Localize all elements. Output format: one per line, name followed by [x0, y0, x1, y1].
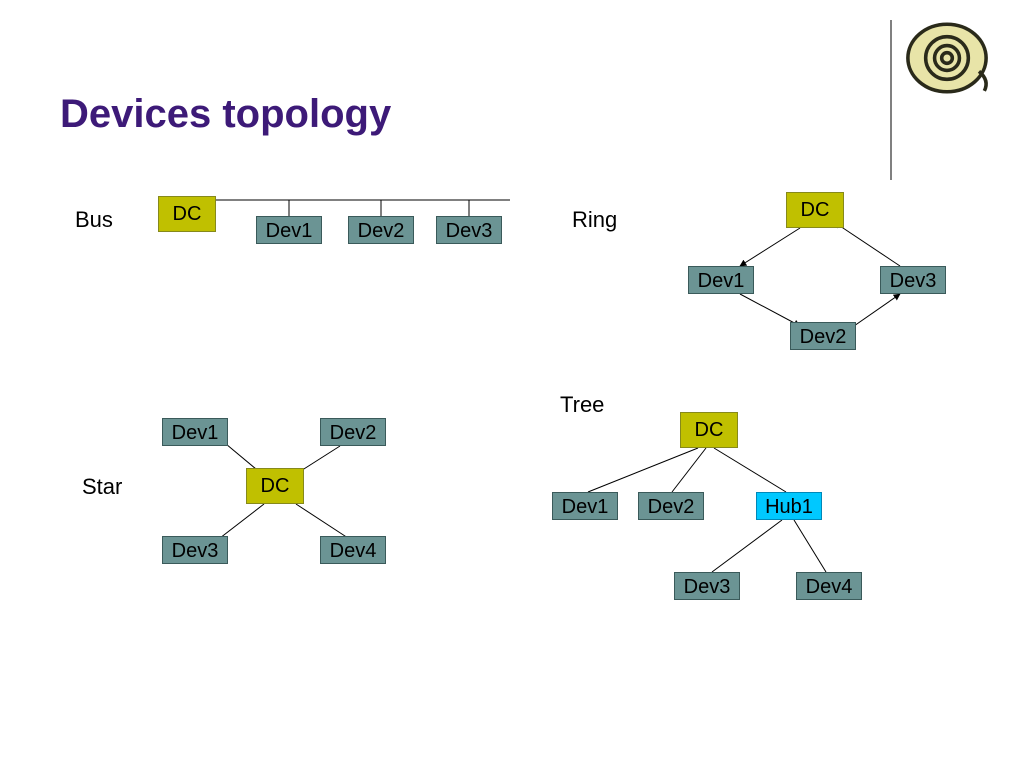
tree-dc-node: DC [680, 412, 738, 448]
ring-dev3-node: Dev2 [790, 322, 856, 350]
tree-dev4-node: Dev4 [796, 572, 862, 600]
tree-dev3-node: Dev3 [674, 572, 740, 600]
tree-hub1-node: Hub1 [756, 492, 822, 520]
star-topology-label: Star [82, 474, 122, 500]
star-dc-node: DC [246, 468, 304, 504]
tree-topology-label: Tree [560, 392, 604, 418]
star-dev3-node: Dev3 [162, 536, 228, 564]
ring-dev2-node: Dev3 [880, 266, 946, 294]
bus-dev3-node: Dev3 [436, 216, 502, 244]
tree-dev2-node: Dev2 [638, 492, 704, 520]
ring-topology-label: Ring [572, 207, 617, 233]
ring-dc-node: DC [786, 192, 844, 228]
star-dev2-node: Dev2 [320, 418, 386, 446]
bus-dev1-node: Dev1 [256, 216, 322, 244]
star-dev4-node: Dev4 [320, 536, 386, 564]
ring-dev1-node: Dev1 [688, 266, 754, 294]
star-dev1-node: Dev1 [162, 418, 228, 446]
bus-dev2-node: Dev2 [348, 216, 414, 244]
decor-divider [890, 20, 892, 180]
shell-icon [900, 18, 994, 98]
page-title: Devices topology [60, 92, 391, 137]
bus-dc-node: DC [158, 196, 216, 232]
tree-dev1-node: Dev1 [552, 492, 618, 520]
bus-topology-label: Bus [75, 207, 113, 233]
